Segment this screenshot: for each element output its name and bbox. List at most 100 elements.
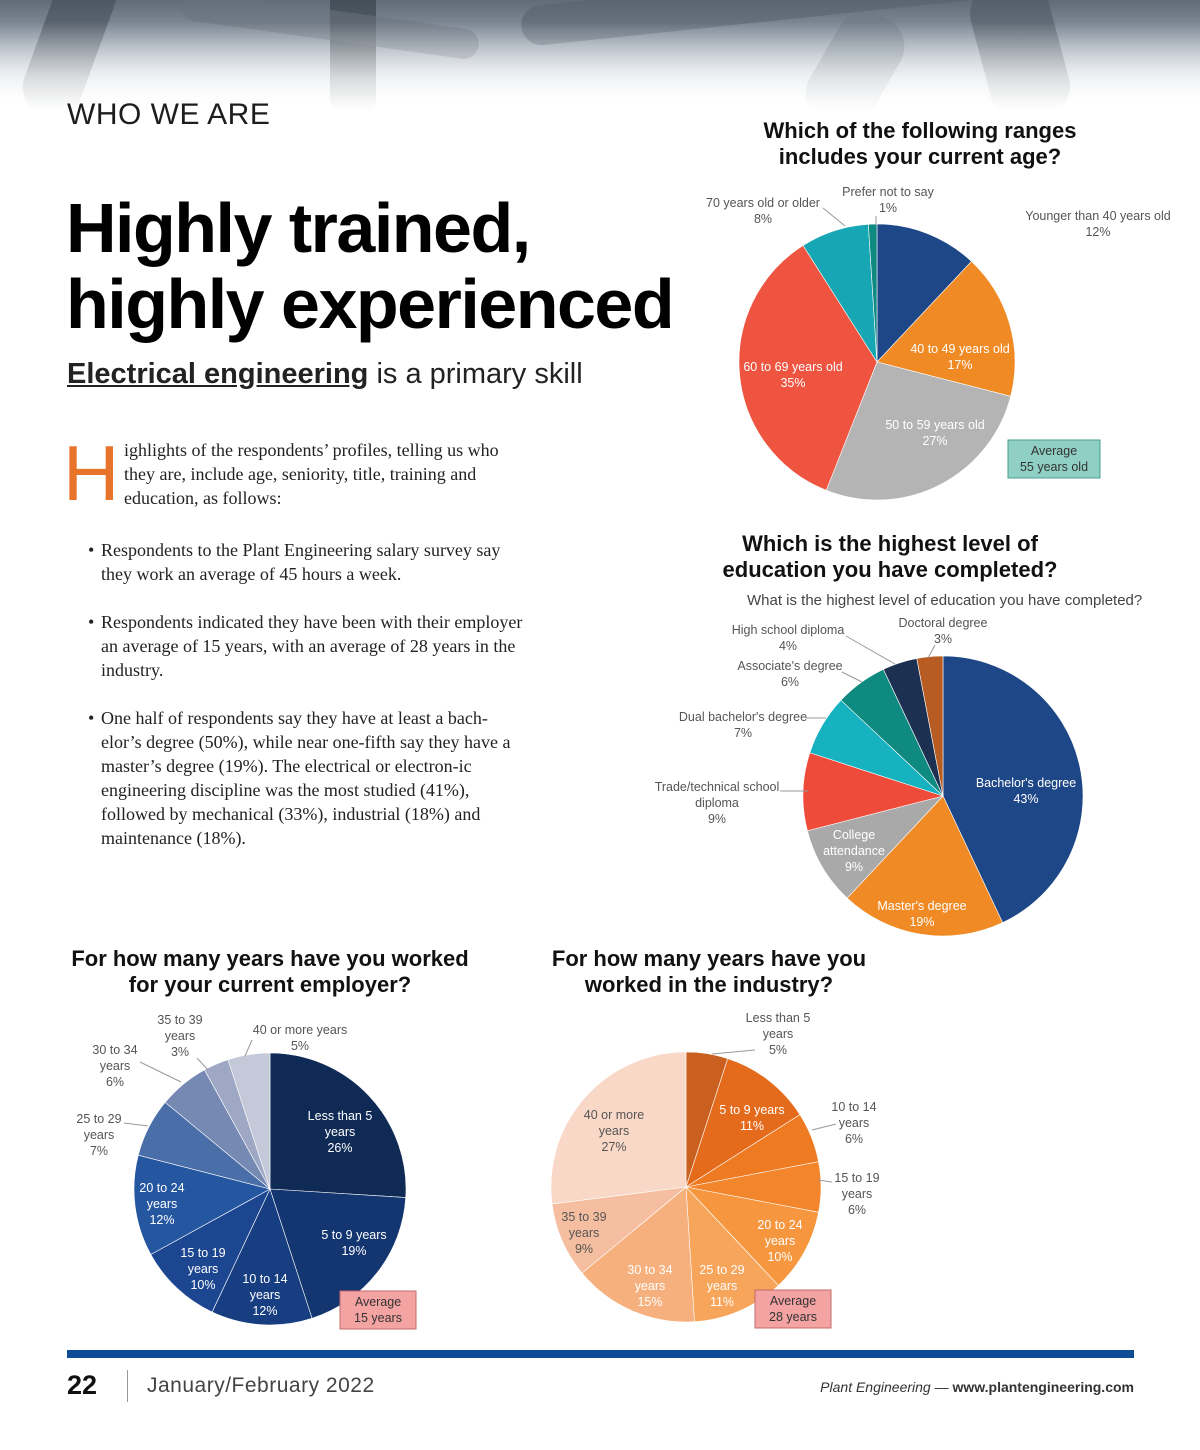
- average-badge: Average 15 years: [339, 1290, 417, 1330]
- highlights-list: Respondents to the Plant Engineering sal…: [88, 538, 528, 874]
- section-label: WHO WE ARE: [67, 98, 271, 131]
- pie-slice-40-to-49-years-old: [876, 260, 1016, 397]
- slice-label-60-to-69-years-old: 60 to 69 years old 35%: [743, 360, 842, 390]
- slice-label-35-to-39-years: 35 to 39 years 9%: [561, 1210, 606, 1256]
- leader-line: [841, 671, 863, 683]
- slice-label-10-to-14-years: 10 to 14 years 6%: [831, 1100, 876, 1146]
- education-chart-title: Which is the highest level of education …: [722, 531, 1058, 582]
- slice-label-30-to-34-years: 30 to 34 years 6%: [92, 1043, 137, 1089]
- pie-slice-15-to-19-years: [150, 1188, 271, 1313]
- pie-slice-younger-than-40-years-old: [876, 223, 972, 363]
- subheading-rest: is a primary skill: [368, 358, 583, 390]
- average-badge: Average 55 years old: [1007, 439, 1101, 479]
- highlight-item: Respondents indicated they have been wit…: [88, 610, 528, 682]
- slice-label-less-than-5-years: Less than 5 years 26%: [308, 1109, 373, 1155]
- pie-chart-3: Less than 5 years 26% 5 to 9 years 19% 10 to …: [76, 1013, 417, 1330]
- pie-slice-60-to-69-years-old: [738, 245, 878, 491]
- headline: Highly trained, highly experienced: [66, 190, 706, 342]
- slice-label-40-to-49-years-old: 40 to 49 years old 17%: [910, 342, 1009, 372]
- slice-label-25-to-29-years: 25 to 29 years 11%: [699, 1263, 744, 1309]
- publication-name: Plant Engineering: [820, 1379, 931, 1395]
- slice-label-25-to-29-years: 25 to 29 years 7%: [76, 1112, 121, 1158]
- slice-label-50-to-59-years-old: 50 to 59 years old 27%: [885, 418, 984, 448]
- pie-slice-master-s-degree: [846, 795, 1004, 937]
- pie-slice-trade-technical-school-diploma: [802, 752, 945, 832]
- slice-label-15-to-19-years: 15 to 19 years 10%: [180, 1246, 225, 1292]
- pie-slice-25-to-29-years: [685, 1186, 779, 1323]
- slice-label-20-to-24-years: 20 to 24 years 12%: [139, 1181, 184, 1227]
- pie-slice-40-or-more-years: [550, 1051, 687, 1205]
- header-photo: [0, 0, 1200, 110]
- slice-label-10-to-14-years: 10 to 14 years 12%: [242, 1272, 287, 1318]
- slice-label-5-to-9-years: 5 to 9 years 19%: [321, 1228, 386, 1258]
- leader-line: [123, 1122, 149, 1127]
- leader-line: [817, 1179, 833, 1183]
- slice-label-college-attendance: College attendance 9%: [823, 828, 885, 874]
- slice-label-30-to-34-years: 30 to 34 years 15%: [627, 1263, 672, 1309]
- slice-label-younger-than-40-years-old: Younger than 40 years old 12%: [1025, 209, 1171, 239]
- slice-label-high-school-diploma: High school diploma 4%: [732, 623, 845, 653]
- slice-label-master-s-degree: Master's degree 19%: [877, 899, 966, 929]
- industry-chart-title: For how many years have you worked in th…: [551, 946, 867, 997]
- slice-label-associate-s-degree: Associate's degree 6%: [737, 659, 842, 689]
- education-chart-subtitle: What is the highest level of education y…: [747, 592, 1143, 609]
- pie-slice-5-to-9-years: [269, 1188, 407, 1319]
- leader-line: [822, 207, 846, 227]
- leader-line: [139, 1061, 182, 1083]
- slice-label-5-to-9-years: 5 to 9 years 11%: [719, 1103, 784, 1133]
- pie-chart-2: Bachelor's degree 43% Master's degree 19% Co…: [655, 616, 1084, 937]
- page-number: 22: [67, 1370, 98, 1400]
- slice-label-dual-bachelor-s-degree: Dual bachelor's degree 7%: [679, 710, 807, 740]
- credit-separator: —: [930, 1379, 953, 1395]
- slice-label-35-to-39-years: 35 to 39 years 3%: [157, 1013, 202, 1059]
- footer-rule: [67, 1350, 1134, 1358]
- average-badge: Average 28 years: [754, 1289, 832, 1329]
- drop-cap: H: [63, 429, 120, 517]
- leader-line: [196, 1057, 209, 1071]
- slice-label-40-or-more-years: 40 or more years 5%: [253, 1023, 347, 1053]
- pie-slice-30-to-34-years: [581, 1186, 695, 1323]
- pie-slice-5-to-9-years: [685, 1058, 801, 1188]
- average-text: Average 28 years: [769, 1294, 817, 1324]
- slice-label-40-or-more-years: 40 or more years 27%: [584, 1108, 644, 1154]
- pie-slice-doctoral-degree: [916, 655, 944, 797]
- slice-label-15-to-19-years: 15 to 19 years 6%: [834, 1171, 879, 1217]
- publication-url[interactable]: www.plantengineering.com: [952, 1379, 1134, 1395]
- subheading: Electrical engineering is a primary skil…: [67, 358, 583, 391]
- employer-chart-title: For how many years have you worked for y…: [71, 946, 469, 997]
- pie-slice-college-attendance: [807, 795, 944, 899]
- intro-paragraph: H ighlights of the respondents’ profiles…: [63, 429, 533, 517]
- slice-label-less-than-5-years: Less than 5 years 5%: [746, 1011, 811, 1057]
- pie-slice-20-to-24-years: [133, 1154, 271, 1255]
- slice-label-bachelor-s-degree: Bachelor's degree 43%: [976, 776, 1076, 806]
- slice-label-prefer-not-to-say: Prefer not to say 1%: [842, 185, 934, 215]
- slice-label-trade-technical-school-diploma: Trade/technical school diploma 9%: [655, 780, 780, 826]
- slice-label-70-years-old-or-older: 70 years old or older 8%: [706, 196, 820, 226]
- slice-label-doctoral-degree: Doctoral degree 3%: [899, 616, 988, 646]
- pie-chart-1: Younger than 40 years old 12% 40 to 49 yea…: [706, 185, 1171, 501]
- leader-line: [927, 644, 936, 659]
- pie-slice-50-to-59-years-old: [825, 361, 1012, 501]
- leader-line: [845, 635, 896, 665]
- pie-slice-20-to-24-years: [685, 1186, 819, 1286]
- pie-slice-40-or-more-years: [227, 1052, 271, 1190]
- headline-line-2: highly experienced: [66, 265, 675, 343]
- publication-credit: Plant Engineering — www.plantengineering…: [820, 1379, 1134, 1395]
- leader-line: [811, 1123, 837, 1131]
- average-text: Average 55 years old: [1020, 444, 1088, 474]
- pie-chart-4: Less than 5 years 5% 5 to 9 years 11% 10 to 1…: [550, 1011, 880, 1329]
- issue-date: January/February 2022: [147, 1374, 375, 1397]
- age-chart-title: Which of the following ranges includes y…: [763, 118, 1077, 169]
- headline-line-1: Highly trained,: [66, 189, 531, 267]
- leader-line: [244, 1039, 253, 1057]
- average-text: Average 15 years: [354, 1295, 402, 1325]
- highlight-item: Respondents to the Plant Engineering sal…: [88, 538, 528, 586]
- pie-slice-prefer-not-to-say: [868, 223, 878, 363]
- pie-slice-10-to-14-years: [211, 1188, 313, 1326]
- intro-text: ighlights of the respondents’ profiles, …: [124, 440, 499, 508]
- footer-divider: [127, 1370, 128, 1402]
- pie-slice-less-than-5-years: [269, 1052, 407, 1198]
- subheading-key-term: Electrical engineering: [67, 358, 369, 390]
- highlight-item: One half of respondents say they have at…: [88, 706, 528, 850]
